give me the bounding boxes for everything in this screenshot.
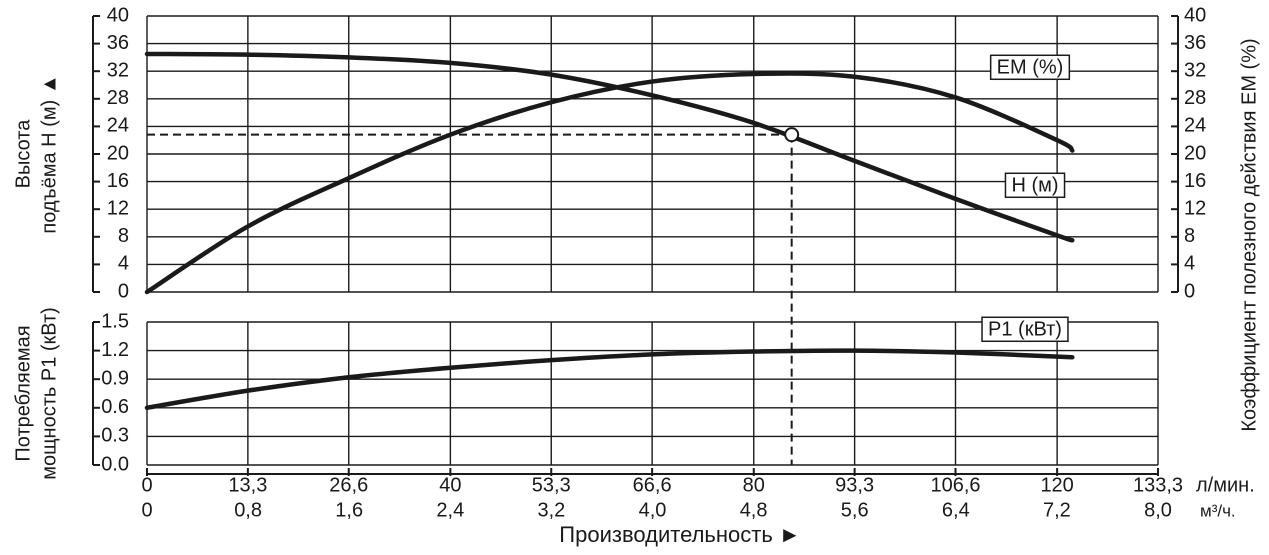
x-tick-label: 66,6 [633,474,672,496]
y2-tick-label: 0 [1184,280,1195,302]
y-tick-label: 16 [107,170,129,192]
y-tick-label: 1.5 [101,310,129,332]
x-tick-label: 120 [1040,474,1073,496]
x2-unit: м³/ч. [1200,501,1236,520]
x2-tick-label: 0,8 [234,499,262,521]
x2-tick-label: 5,6 [841,499,869,521]
x-tick-label: 80 [743,474,765,496]
x-tick-label: 0 [141,474,152,496]
y-tick-label: 20 [107,142,129,164]
y-tick-label: 0.9 [101,367,129,389]
y-tick-label: 0 [118,280,129,302]
x2-tick-label: 1,6 [335,499,363,521]
x-tick-label: 133,3 [1133,474,1183,496]
y-tick-label: 0.3 [101,425,129,447]
y2-tick-label: 36 [1184,32,1206,54]
y2-tick-label: 28 [1184,87,1206,109]
y2-axis-label: Коэффициент полезного действия EM (%) [1238,38,1260,431]
y2-tick-label: 20 [1184,142,1206,164]
y-tick-label: 28 [107,87,129,109]
y-tick-label: 24 [107,115,129,137]
operating-point [784,127,800,143]
x2-tick-label: 6,4 [942,499,970,521]
y-tick-label: 36 [107,32,129,54]
x2-tick-label: 4,0 [639,499,667,521]
x-tick-label: 106,6 [930,474,980,496]
y-tick-label: 8 [118,225,129,247]
x2-tick-label: 8,0 [1144,499,1172,521]
x2-tick-label: 3,2 [537,499,565,521]
legend-label: H (м) [1011,174,1058,196]
y2-tick-label: 16 [1184,170,1206,192]
y-axis-label: Потребляемая [12,325,34,461]
y-tick-label: 40 [107,4,129,26]
y-axis-label: Высота [12,119,34,189]
x-tick-label: 93,3 [835,474,874,496]
x-tick-label: 26,6 [329,474,368,496]
x-tick-label: 13,3 [228,474,267,496]
y-tick-label: 1.2 [101,339,129,361]
y-axis-label: мощность P1 (кВт) [38,307,60,480]
x2-tick-label: 7,2 [1043,499,1071,521]
y-tick-label: 32 [107,59,129,81]
x-tick-label: 53,3 [532,474,571,496]
x-axis-label: Производительность ► [559,522,800,547]
y2-tick-label: 32 [1184,59,1206,81]
y2-tick-label: 8 [1184,225,1195,247]
legend-box [1004,172,1066,199]
legend-box [981,316,1069,343]
legend-label: EM (%) [997,56,1064,78]
x-tick-label: 40 [439,474,461,496]
line-series [144,71,1075,295]
x2-tick-label: 2,4 [436,499,464,521]
y-tick-label: 0.0 [101,453,129,475]
y2-tick-label: 40 [1184,4,1206,26]
y2-tick-label: 12 [1184,197,1206,219]
y-axis-label: подъёма H (м) ▲ [38,74,60,233]
y2-tick-label: 24 [1184,115,1206,137]
legend-label: P1 (кВт) [988,318,1062,340]
y2-tick-label: 4 [1184,253,1195,275]
x2-tick-label: 4,8 [740,499,768,521]
line-series [144,348,1075,411]
x2-tick-label: 0 [141,499,152,521]
x-unit: л/мин. [1196,474,1255,496]
y-tick-label: 12 [107,197,129,219]
line-series [144,51,1075,243]
y-tick-label: 0.6 [101,396,129,418]
legend-box [989,54,1071,81]
y-tick-label: 4 [118,253,129,275]
